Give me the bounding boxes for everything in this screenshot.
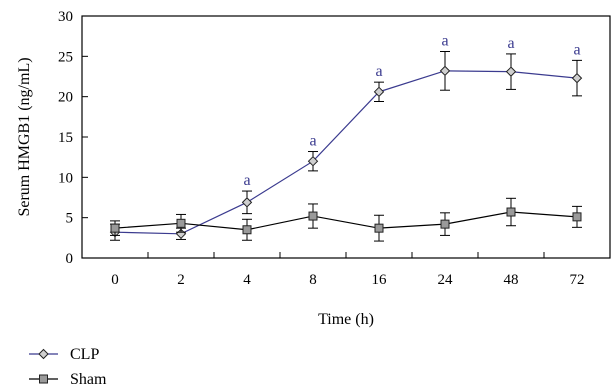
- significance-marker: a: [441, 32, 448, 49]
- y-tick-label: 0: [66, 251, 74, 267]
- y-tick-label: 5: [66, 211, 74, 227]
- data-point: [176, 218, 186, 228]
- data-point: [572, 212, 582, 222]
- x-tick-label: 48: [504, 272, 519, 288]
- series-line: [114, 70, 578, 235]
- legend-marker: [39, 374, 48, 384]
- legend-label: CLP: [70, 346, 99, 363]
- significance-marker: a: [507, 35, 514, 52]
- x-tick-label: 16: [372, 272, 388, 288]
- x-tick-label: 4: [243, 272, 251, 288]
- y-tick-label: 25: [58, 49, 73, 65]
- data-point: [307, 155, 319, 167]
- legend-item-sham: Sham: [29, 371, 107, 388]
- legend-item-clp: CLP: [29, 346, 99, 363]
- annotation-layer: a a a a a a: [243, 32, 580, 189]
- legend-label: Sham: [70, 371, 107, 388]
- legend: CLP Sham: [29, 346, 107, 388]
- significance-marker: a: [375, 63, 382, 80]
- data-point: [242, 225, 252, 235]
- data-point: [110, 223, 120, 233]
- data-point: [241, 197, 253, 208]
- x-tick-label: 8: [309, 272, 317, 288]
- y-tick-label: 20: [58, 90, 73, 106]
- significance-marker: a: [309, 133, 316, 150]
- legend-marker: [38, 348, 49, 360]
- significance-marker: a: [573, 41, 580, 58]
- series-layer: [109, 50, 583, 242]
- y-axis-ticks: 0 5 10 15 20 25 30: [58, 9, 88, 267]
- x-tick-label: 0: [111, 272, 119, 288]
- series-line: [114, 211, 578, 231]
- significance-marker: a: [243, 172, 250, 189]
- series-sham: [110, 197, 582, 242]
- y-tick-label: 30: [58, 9, 73, 25]
- x-axis-label: Time (h): [318, 311, 374, 328]
- y-axis-label: Serum HMGB1 (ng/mL): [16, 57, 33, 216]
- y-tick-label: 15: [58, 130, 73, 146]
- data-point: [439, 65, 451, 77]
- data-point: [308, 211, 318, 221]
- data-point: [373, 86, 385, 98]
- x-tick-label: 2: [177, 272, 185, 288]
- data-point: [506, 207, 516, 217]
- data-point: [374, 223, 384, 233]
- x-tick-label: 24: [438, 272, 454, 288]
- data-point: [505, 66, 517, 77]
- y-tick-label: 10: [58, 170, 73, 186]
- x-axis-ticks: 0 2 4 8 16 24 48 72: [111, 252, 585, 288]
- data-point: [440, 219, 450, 229]
- data-point: [571, 72, 583, 84]
- x-tick-label: 72: [570, 272, 585, 288]
